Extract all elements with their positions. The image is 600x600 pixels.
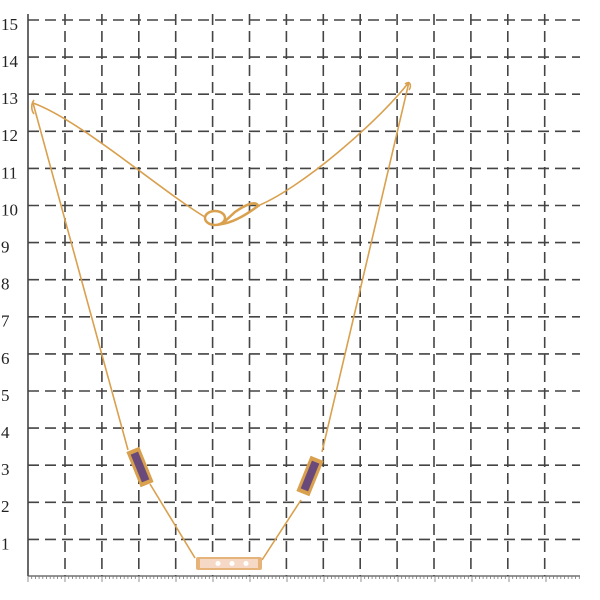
ruler-label: 11: [1, 163, 17, 182]
ruler-label: 5: [1, 386, 10, 405]
chain: [32, 81, 410, 561]
ruler-ticks: [27, 576, 580, 582]
ruler-label: 1: [1, 534, 10, 553]
clasp: [203, 202, 260, 227]
stone-left: [126, 446, 154, 488]
ruler-label: 8: [1, 275, 10, 294]
chain-end: [404, 81, 412, 91]
ruler-label: 6: [1, 349, 10, 368]
grid: [27, 14, 580, 576]
ruler-label: 10: [1, 200, 18, 219]
ruler-label: 4: [1, 423, 10, 442]
ruler-label: 3: [1, 460, 10, 479]
ruler-label: 14: [1, 52, 19, 71]
ruler-label: 2: [1, 497, 10, 516]
ruler-label: 15: [1, 15, 18, 34]
ruler-label: 13: [1, 89, 18, 108]
necklace: [30, 81, 412, 570]
ruler-label: 9: [1, 238, 10, 257]
ruler-label: 7: [1, 312, 10, 331]
ruler-label: 12: [1, 126, 18, 145]
bar-pendant: [196, 557, 262, 570]
chain-end: [30, 99, 35, 115]
stone-right: [296, 455, 324, 497]
